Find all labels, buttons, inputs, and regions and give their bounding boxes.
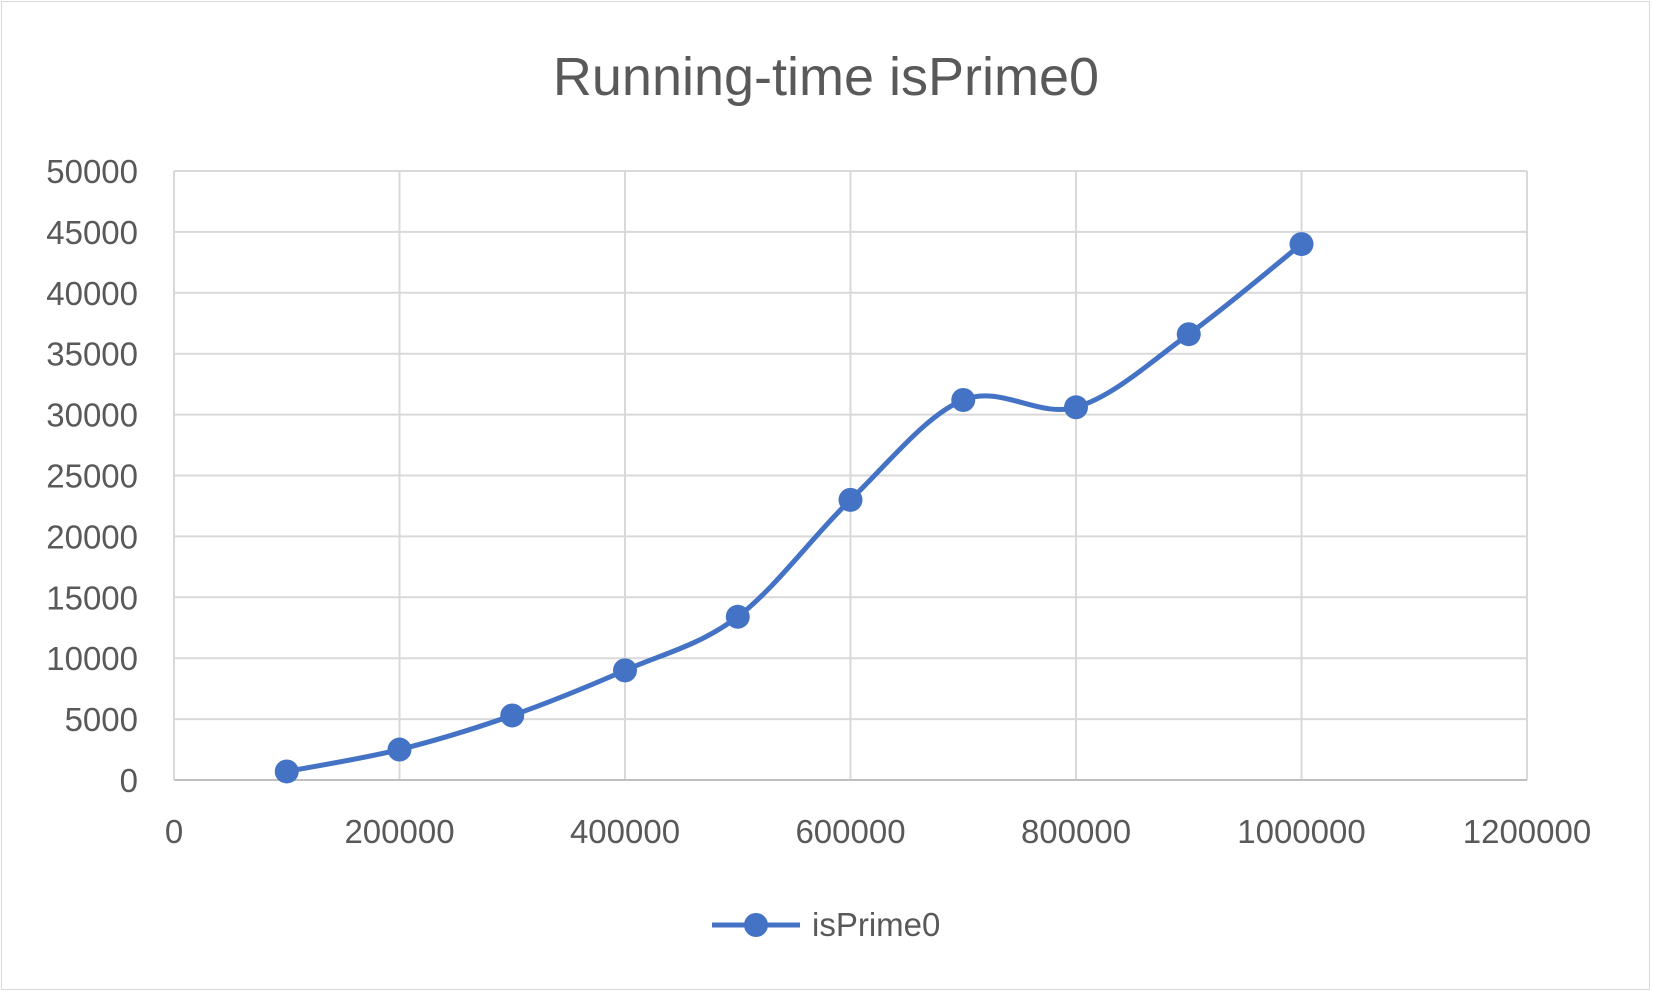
data-point-0-8 xyxy=(1176,322,1201,347)
y-tick-label-5: 25000 xyxy=(46,458,138,495)
legend: isPrime0 xyxy=(712,906,940,943)
y-axis-tick-labels: 0 5000 10000 15000 20000 25000 30000 35000 40000… xyxy=(46,153,138,799)
y-tick-label-2: 10000 xyxy=(46,640,138,677)
data-point-0-3 xyxy=(613,658,637,683)
data-point-0-5 xyxy=(838,487,863,512)
y-tick-label-3: 15000 xyxy=(46,579,138,616)
y-tick-label-10: 50000 xyxy=(46,153,138,190)
series-layer xyxy=(274,232,1314,784)
data-point-0-7 xyxy=(1064,395,1088,420)
x-tick-label-1: 200000 xyxy=(344,813,454,850)
data-point-0-0 xyxy=(274,759,299,784)
x-tick-label-4: 800000 xyxy=(1021,813,1131,850)
axes xyxy=(173,171,1527,781)
x-tick-label-3: 600000 xyxy=(795,813,905,850)
y-tick-label-7: 35000 xyxy=(46,336,138,373)
data-point-0-9 xyxy=(1289,232,1314,257)
x-tick-label-0: 0 xyxy=(165,813,183,850)
y-tick-label-6: 30000 xyxy=(46,397,138,434)
x-tick-label-5: 1000000 xyxy=(1237,813,1365,850)
x-tick-label-2: 400000 xyxy=(570,813,680,850)
y-tick-label-4: 20000 xyxy=(46,518,138,555)
gridlines xyxy=(174,170,1528,780)
x-tick-label-6: 1200000 xyxy=(1463,813,1591,850)
y-tick-label-8: 40000 xyxy=(46,275,138,312)
legend-marker-swatch xyxy=(744,913,768,937)
y-tick-label-1: 5000 xyxy=(65,701,138,738)
series-line-0 xyxy=(286,242,1304,774)
chart-title: Running-time isPrime0 xyxy=(553,47,1099,107)
data-point-0-1 xyxy=(387,737,412,762)
x-axis-tick-labels: 0 200000 400000 600000 800000 1000000 1200000 xyxy=(165,813,1591,850)
y-tick-label-9: 45000 xyxy=(46,214,138,251)
data-point-0-6 xyxy=(951,387,976,412)
y-tick-label-0: 0 xyxy=(120,762,138,799)
legend-label-isprime0: isPrime0 xyxy=(812,906,940,943)
data-point-0-2 xyxy=(500,703,525,728)
data-point-0-4 xyxy=(725,604,750,629)
